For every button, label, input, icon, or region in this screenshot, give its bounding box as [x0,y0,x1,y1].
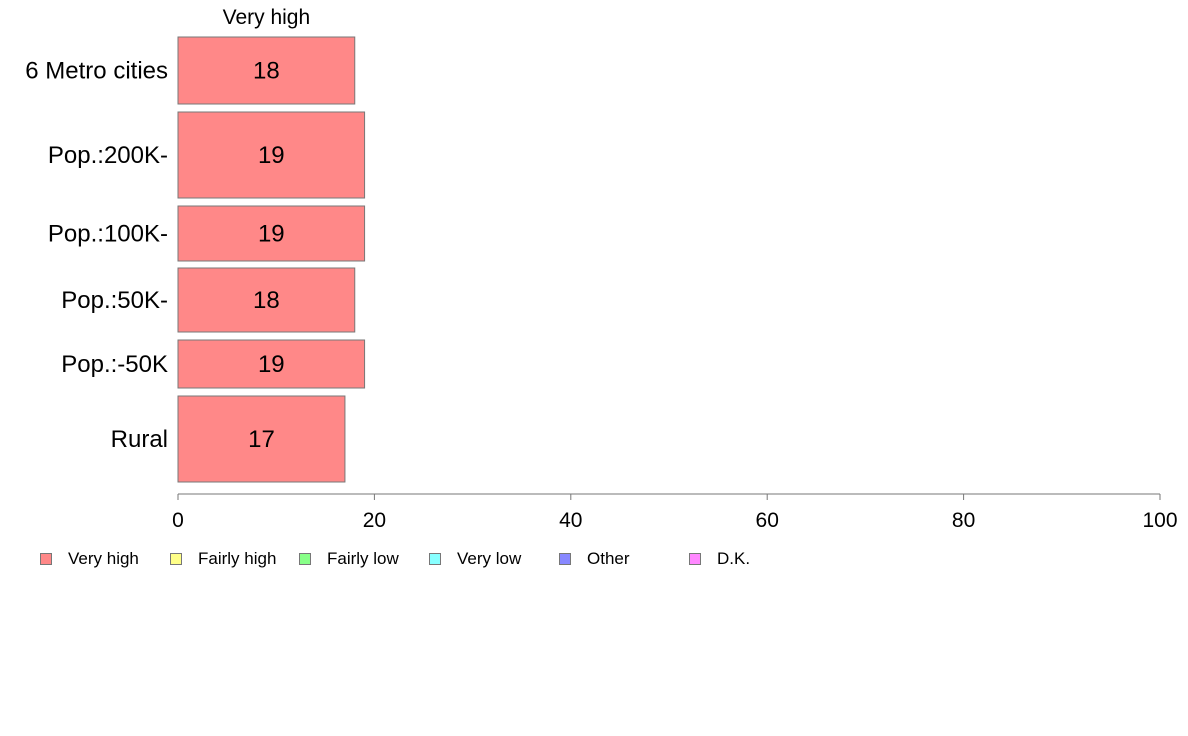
category-label: Pop.:200K- [48,142,168,169]
x-tick-label: 20 [363,509,386,532]
legend-swatch [559,553,571,565]
bar-segment [177,267,356,333]
legend-swatch [299,553,311,565]
category-label: Pop.:-50K [61,351,168,378]
legend-item: Very low [429,548,521,570]
data-label: 19 [258,351,285,378]
legend-swatch [429,553,441,565]
legend-swatch [170,553,182,565]
x-tick-label: 0 [172,509,184,532]
segment-header: Very high [223,6,311,29]
data-label: 18 [253,287,280,314]
legend-swatch [689,553,701,565]
legend-item: Fairly high [170,548,276,570]
legend-label: Fairly low [327,549,399,568]
bar-segment [177,395,346,483]
legend-item: Very high [40,548,139,570]
x-tick-label: 40 [559,509,582,532]
legend-label: D.K. [717,549,751,568]
bar-segment [177,36,356,105]
legend-item: D.K. [689,548,750,570]
data-label: 19 [258,221,285,248]
x-tick-label: 80 [952,509,975,532]
category-label: Pop.:100K- [48,221,168,248]
data-label: 18 [253,58,280,85]
legend-label: Very high [68,549,139,568]
x-tick-label: 60 [756,509,779,532]
legend-item: Other [559,548,630,570]
legend-label: Very low [457,549,522,568]
legend-swatch [40,553,52,565]
bar-segment [177,339,366,389]
x-tick-label: 100 [1142,509,1177,532]
category-label: Rural [111,426,168,453]
legend-item: Fairly low [299,548,399,570]
bar-segment [177,111,366,199]
legend: Very high Fairly high Fairly low Very low Ot… [40,548,840,570]
category-label: 6 Metro cities [25,58,168,85]
data-label: 19 [258,142,285,169]
legend-label: Other [587,549,630,568]
legend-label: Fairly high [198,549,277,568]
category-label: Pop.:50K- [61,287,168,314]
data-label: 17 [248,426,275,453]
bar-segment [177,205,366,262]
